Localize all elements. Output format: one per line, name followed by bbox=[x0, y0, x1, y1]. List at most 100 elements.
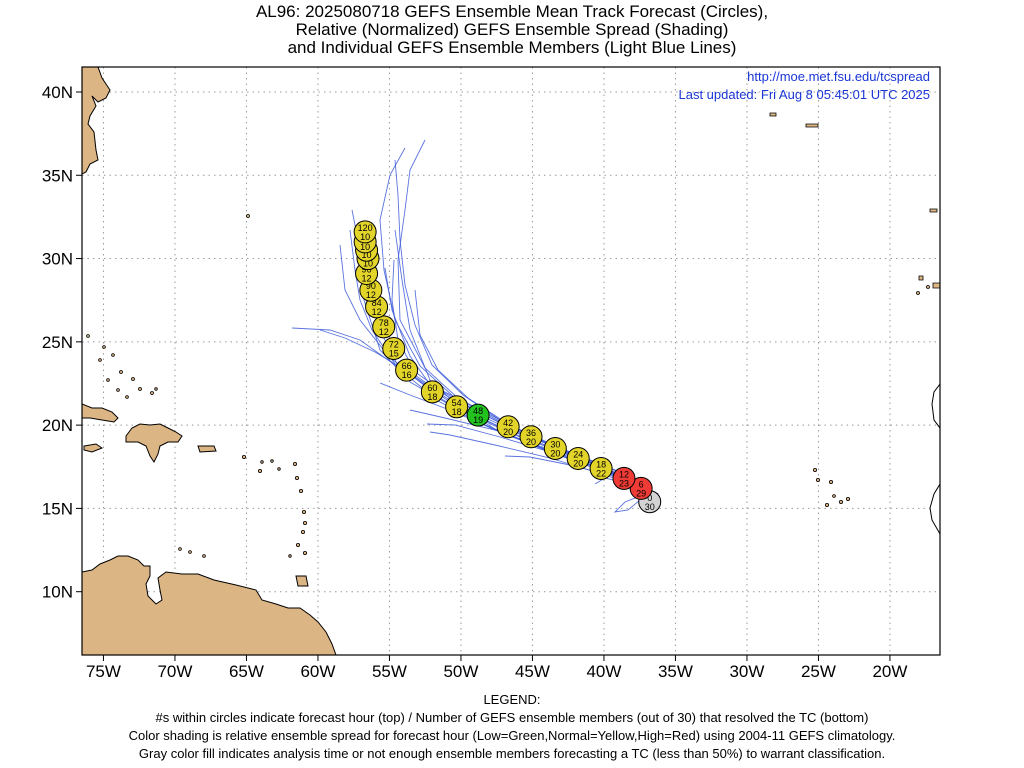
member-count-label: 10 bbox=[360, 242, 370, 252]
south-america-land bbox=[82, 555, 337, 655]
forecast-hour-label: 54 bbox=[452, 398, 462, 408]
forecast-hour-label: 84 bbox=[372, 298, 382, 308]
lat-tick-label: 15N bbox=[42, 499, 73, 518]
forecast-hour-label: 90 bbox=[366, 281, 376, 291]
member-count-label: 10 bbox=[362, 250, 372, 260]
forecast-circle-6: 629 bbox=[629, 476, 653, 500]
member-count-label: 20 bbox=[550, 448, 560, 458]
forecast-hour-label: 66 bbox=[402, 361, 412, 371]
lon-tick-label: 45W bbox=[515, 662, 550, 681]
forecast-circle-fill bbox=[612, 466, 636, 490]
member-count-label: 29 bbox=[636, 488, 646, 498]
title-line-1: AL96: 2025080718 GEFS Ensemble Mean Trac… bbox=[255, 2, 769, 21]
forecast-circle-fill bbox=[543, 436, 567, 460]
cuba-land bbox=[82, 403, 119, 423]
lat-tick-label: 20N bbox=[42, 416, 73, 435]
lon-tick-label: 50W bbox=[443, 662, 478, 681]
forecast-circle-fill bbox=[420, 380, 444, 404]
legend-line-2: Color shading is relative ensemble sprea… bbox=[128, 728, 896, 743]
forecast-hour-label: 48 bbox=[473, 406, 483, 416]
forecast-hour-label: 30 bbox=[550, 439, 560, 449]
forecast-hour-label: 78 bbox=[379, 318, 389, 328]
legend-heading: LEGEND: bbox=[483, 692, 541, 707]
trinidad-land bbox=[295, 575, 309, 587]
lon-tick-label: 20W bbox=[872, 662, 907, 681]
jamaica-land bbox=[83, 443, 104, 453]
member-count-label: 22 bbox=[596, 468, 606, 478]
forecast-hour-label: 42 bbox=[503, 418, 513, 428]
africa-coast bbox=[931, 383, 940, 429]
forecast-circle-fill bbox=[353, 220, 377, 244]
forecast-circle-fill bbox=[589, 456, 613, 480]
member-count-label: 12 bbox=[372, 307, 382, 317]
lon-tick-label: 75W bbox=[86, 662, 121, 681]
small-islands bbox=[86, 112, 940, 558]
forecast-hour-label: 72 bbox=[389, 340, 399, 350]
forecast-circle-fill bbox=[382, 337, 406, 361]
track-map: 0306291223182224203020362042204819541860… bbox=[42, 66, 941, 681]
lat-tick-label: 30N bbox=[42, 250, 73, 269]
north-america-coast bbox=[82, 67, 111, 175]
member-count-label: 18 bbox=[452, 407, 462, 417]
forecast-hour-label: 12 bbox=[619, 469, 629, 479]
map-background bbox=[82, 67, 940, 655]
map-frame bbox=[81, 66, 941, 656]
member-count-label: 12 bbox=[362, 274, 372, 284]
forecast-hour-label: 120 bbox=[358, 223, 373, 233]
lat-tick-label: 10N bbox=[42, 583, 73, 602]
forecast-circle-fill bbox=[519, 425, 543, 449]
member-count-label: 10 bbox=[363, 259, 373, 269]
member-track bbox=[429, 431, 659, 495]
forecast-circle-fill bbox=[566, 446, 590, 470]
mean-track-circles: 0306291223182224203020362042204819541860… bbox=[353, 220, 662, 514]
lat-tick-label: 40N bbox=[42, 83, 73, 102]
legend-line-3: Gray color fill indicates analysis time … bbox=[138, 746, 886, 761]
lon-tick-label: 55W bbox=[372, 662, 407, 681]
member-count-label: 19 bbox=[473, 415, 483, 425]
hispaniola-land bbox=[125, 423, 183, 463]
lon-tick-label: 35W bbox=[658, 662, 693, 681]
member-count-label: 20 bbox=[526, 437, 536, 447]
land-areas bbox=[82, 67, 940, 655]
forecast-hour-label: 60 bbox=[427, 383, 437, 393]
member-count-label: 16 bbox=[402, 370, 412, 380]
lon-tick-label: 30W bbox=[729, 662, 764, 681]
lon-tick-label: 70W bbox=[157, 662, 192, 681]
lat-tick-label: 35N bbox=[42, 166, 73, 185]
forecast-circle-fill bbox=[466, 403, 490, 427]
africa-coast-south bbox=[929, 483, 940, 536]
forecast-hour-label: 24 bbox=[573, 449, 583, 459]
forecast-hour-label: 6 bbox=[639, 479, 644, 489]
member-count-label: 23 bbox=[619, 478, 629, 488]
axis-labels: 75W 70W 65W 60W 55W 50W 45W 40W 35W 30W 25W 20W 40N 3… bbox=[42, 83, 908, 681]
member-count-label: 12 bbox=[366, 290, 376, 300]
forecast-circle-fill bbox=[445, 395, 469, 419]
source-url: http://moe.met.fsu.edu/tcspread bbox=[747, 69, 930, 84]
member-count-label: 10 bbox=[360, 232, 370, 242]
lon-tick-label: 40W bbox=[586, 662, 621, 681]
lon-tick-label: 60W bbox=[300, 662, 335, 681]
member-count-label: 20 bbox=[573, 458, 583, 468]
last-updated: Last updated: Fri Aug 8 05:45:01 UTC 202… bbox=[678, 87, 930, 102]
forecast-circle-fill bbox=[496, 415, 520, 439]
forecast-circle-fill bbox=[395, 358, 419, 382]
member-count-label: 12 bbox=[379, 327, 389, 337]
lat-tick-label: 25N bbox=[42, 333, 73, 352]
forecast-hour-label: 0 bbox=[647, 493, 652, 503]
forecast-hour-label: 36 bbox=[526, 428, 536, 438]
puerto-rico-land bbox=[197, 445, 217, 453]
lon-tick-label: 25W bbox=[801, 662, 836, 681]
